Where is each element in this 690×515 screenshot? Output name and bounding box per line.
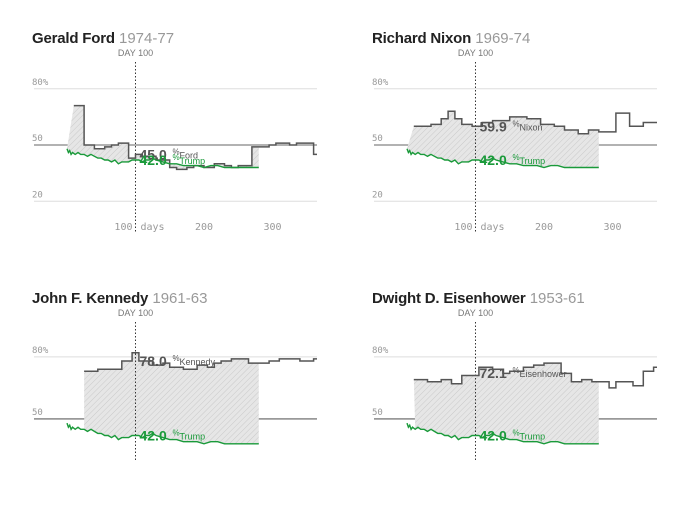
y-tick-label: 50 [372,408,383,418]
value-percent: % [172,429,179,438]
series-line-trump [406,148,599,169]
series-name-label: Trump [519,156,545,166]
y-tick-label: 20 [372,190,383,200]
value-number: 42.0 [479,428,506,444]
day-100-label: DAY 100 [458,48,493,58]
value-percent: % [512,429,519,438]
value-label-trump: 42.0% Trump [479,152,545,168]
value-label-nixon: 59.9% Nixon [479,118,542,134]
series-line-nixon [413,110,657,135]
president-name: John F. Kennedy [32,290,149,307]
difference-fill [84,352,259,444]
series-name-label: Trump [179,156,205,166]
president-name: Dwight D. Eisenhower [372,290,526,307]
x-tick-label: 300 [263,222,281,233]
value-number: 42.0 [139,152,166,168]
y-tick-label: 80% [372,78,389,88]
chart-panel-kennedy: John F. Kennedy 1961-63 50 80% DAY 100 78.0… [32,290,362,515]
y-tick-label: 50 [372,134,383,144]
value-percent: % [512,153,519,162]
series-line-ford [73,104,317,171]
term-years: 1974-77 [118,30,175,47]
value-number: 45.0 [139,146,166,162]
chart-title: Richard Nixon 1969-74 [372,30,530,47]
value-percent: % [172,153,179,162]
series-name-label: Eisenhower [519,369,566,379]
series-line-trump [406,422,599,445]
y-tick-label: 20 [32,190,43,200]
chart-panel-ford: Gerald Ford 1974-77 20 50 80% 100 200 300 days… [32,30,362,255]
x-axis-days-label: days [480,222,504,233]
y-tick-label: 80% [372,346,389,356]
day-100-label: DAY 100 [118,48,153,58]
series-name-label: Nixon [519,122,542,132]
president-name: Gerald Ford [32,30,115,47]
value-label-trump: 42.0% Trump [139,428,205,444]
difference-fill [407,111,599,168]
value-number: 78.0 [139,353,166,369]
y-tick-label: 80% [32,78,49,88]
series-line-trump [66,422,259,445]
x-tick-label: 100 [454,222,472,233]
chart-title: Dwight D. Eisenhower 1953-61 [372,290,585,307]
chart-title: Gerald Ford 1974-77 [32,30,174,47]
president-name: Richard Nixon [372,30,472,47]
term-years: 1969-74 [475,30,531,47]
series-name-label: Trump [179,432,205,442]
y-tick-label: 80% [32,346,49,356]
value-percent: % [512,119,519,128]
x-tick-label: 200 [535,222,553,233]
series-line-eisenhower [413,362,657,389]
term-years: 1953-61 [529,290,585,307]
value-number: 72.1 [479,365,506,381]
value-label-trump: 42.0% Trump [139,152,205,168]
value-number: 42.0 [139,428,166,444]
chart-panel-eisenhower: Dwight D. Eisenhower 1953-61 50 80% DAY 10… [372,290,690,515]
value-number: 42.0 [479,152,506,168]
value-percent: % [172,354,179,363]
difference-fill [413,363,599,444]
series-line-trump [66,148,259,169]
value-label-ford: 45.0% Ford [139,146,198,162]
value-percent: % [172,147,179,156]
value-percent: % [512,366,519,375]
series-name-label: Trump [519,432,545,442]
series-name-label: Ford [179,150,198,160]
x-tick-label: 200 [195,222,213,233]
x-axis-days-label: days [140,222,164,233]
series-name-label: Kennedy [179,357,215,367]
y-tick-label: 50 [32,134,43,144]
day-100-label: DAY 100 [458,308,493,318]
value-label-eisenhower: 72.1% Eisenhower [479,365,566,381]
day-100-label: DAY 100 [118,308,153,318]
chart-panel-nixon: Richard Nixon 1969-74 20 50 80% 100 200 300 da… [372,30,690,255]
x-tick-label: 100 [114,222,132,233]
x-tick-label: 300 [603,222,621,233]
series-line-kennedy [84,351,317,373]
chart-title: John F. Kennedy 1961-63 [32,290,207,307]
value-label-kennedy: 78.0% Kennedy [139,353,215,369]
difference-fill [67,105,259,170]
term-years: 1961-63 [152,290,208,307]
y-tick-label: 50 [32,408,43,418]
value-number: 59.9 [479,118,506,134]
value-label-trump: 42.0% Trump [479,428,545,444]
